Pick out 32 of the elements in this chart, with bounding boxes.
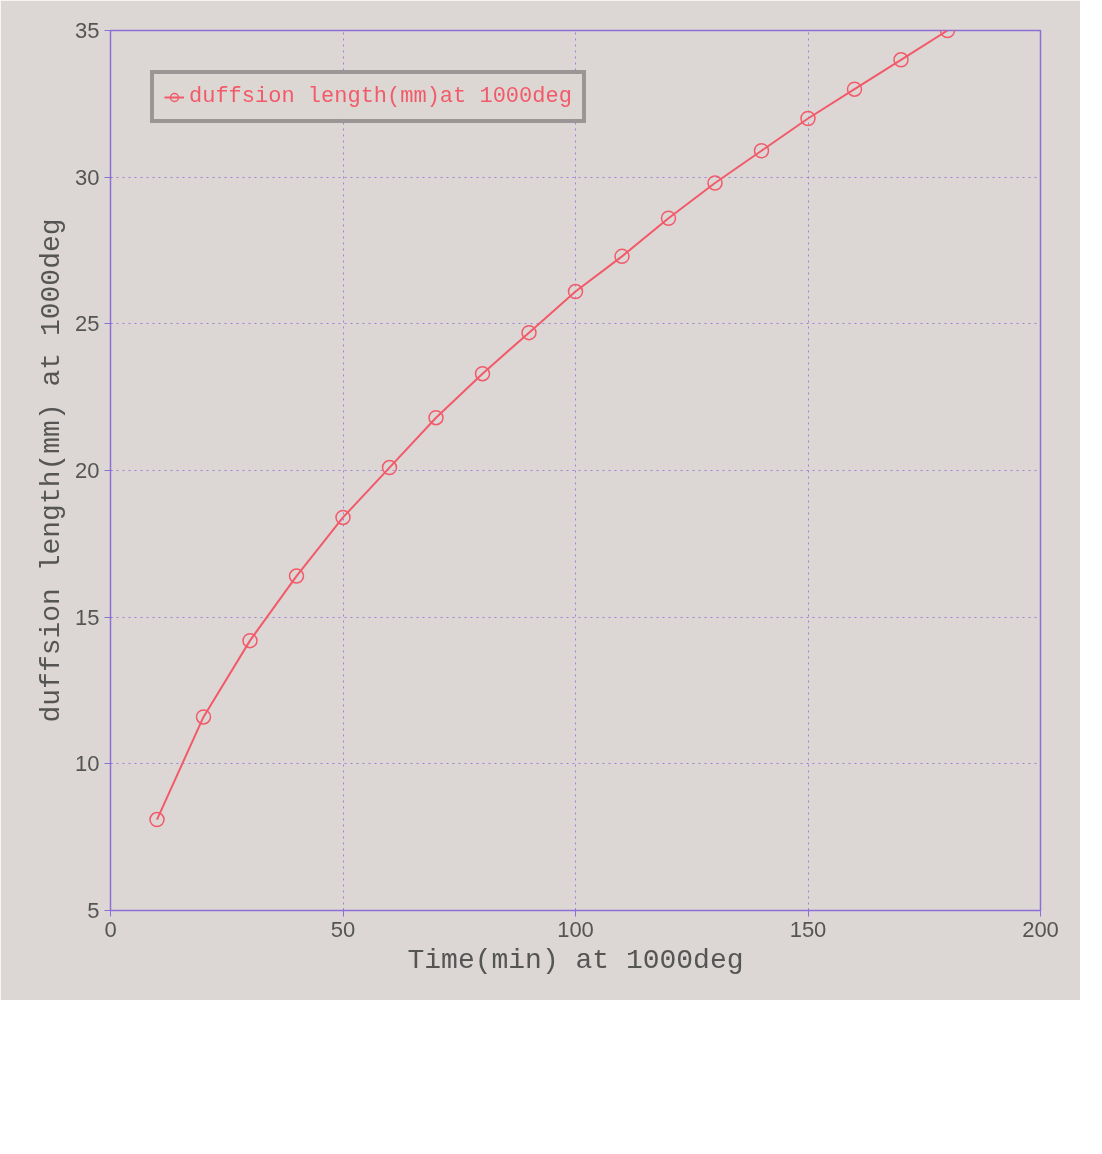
point	[567, 283, 584, 300]
point	[846, 81, 863, 97]
x-axis-title: Time(min) at 1000deg	[407, 944, 744, 976]
point	[707, 175, 723, 191]
point	[521, 324, 537, 341]
legend-label: duffsion length(mm)at 1000deg	[189, 84, 572, 109]
point	[242, 632, 258, 649]
point	[893, 52, 909, 68]
y-tick-label: 5	[87, 898, 100, 923]
point	[428, 409, 444, 426]
point	[753, 143, 770, 159]
x-tick-label: 100	[557, 916, 594, 942]
y-tick-label: 25	[75, 311, 100, 337]
y-tick-label: 15	[75, 604, 100, 630]
point	[335, 509, 351, 526]
point	[149, 811, 165, 828]
x-tick-label: 200	[1022, 916, 1059, 942]
point	[800, 110, 816, 127]
point	[660, 210, 677, 226]
point	[195, 709, 212, 725]
x-tick-label: 50	[330, 916, 356, 942]
y-tick-label: 10	[75, 751, 100, 777]
point	[288, 568, 305, 584]
point	[474, 365, 491, 382]
y-tick-label: 30	[75, 164, 100, 190]
point	[614, 248, 630, 265]
y-tick-label: 20	[75, 458, 100, 483]
x-tick-label: 0	[104, 916, 117, 942]
y-axis-title: duffsion length(mm) at 1000deg	[36, 218, 68, 723]
y-tick-label: 35	[75, 18, 100, 43]
point	[381, 459, 398, 476]
x-tick-label: 150	[789, 916, 827, 942]
